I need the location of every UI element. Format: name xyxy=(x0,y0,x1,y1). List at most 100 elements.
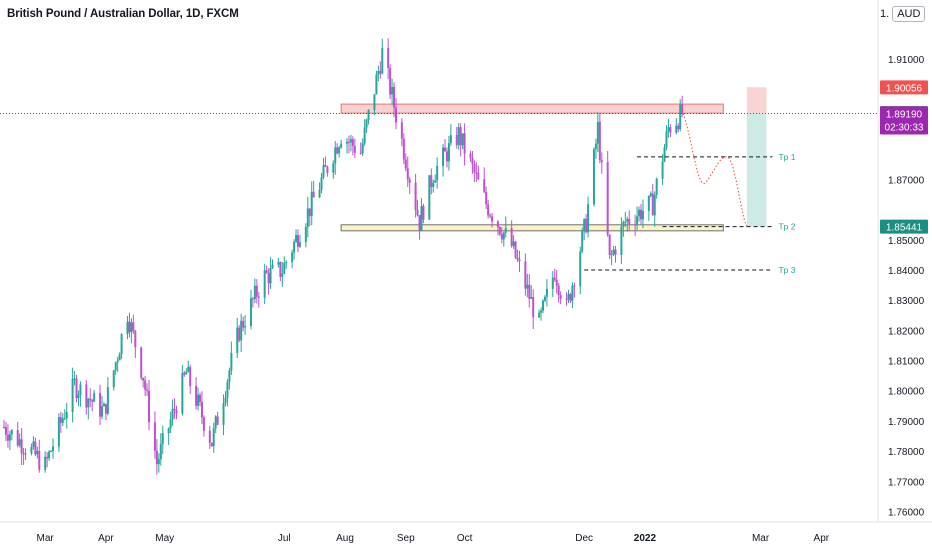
candle-body xyxy=(606,162,609,235)
candle-body xyxy=(308,208,311,217)
candle-body xyxy=(346,141,348,144)
candle-body xyxy=(102,403,105,407)
candle-body xyxy=(171,408,174,420)
currency-badge[interactable]: 1. AUD xyxy=(880,6,926,22)
candle-body xyxy=(189,366,192,386)
candle-body xyxy=(571,285,574,301)
candle-body xyxy=(579,251,582,287)
candle-body xyxy=(159,444,162,460)
candle-body xyxy=(477,172,480,180)
candle-body xyxy=(340,143,343,148)
candle-body xyxy=(44,456,47,470)
candle-body xyxy=(208,430,211,443)
candle-body xyxy=(365,119,368,128)
candle-body xyxy=(30,446,33,454)
candle-body xyxy=(483,179,486,192)
candle-body xyxy=(391,87,394,95)
candle-body xyxy=(416,209,419,216)
candle-body xyxy=(77,395,80,399)
candle-body xyxy=(420,205,423,231)
candle-body xyxy=(598,121,601,161)
candle-body xyxy=(624,221,627,223)
resistance-zone[interactable] xyxy=(340,103,724,114)
candle-body xyxy=(528,284,531,299)
candle-body xyxy=(210,442,213,447)
candle-body xyxy=(675,125,678,133)
candle-body xyxy=(181,372,184,414)
price-tag-value: 1.85441 xyxy=(886,223,923,234)
candle-body xyxy=(587,204,590,233)
candle-body xyxy=(353,145,356,153)
candle-body xyxy=(4,427,7,435)
candle-body xyxy=(304,226,307,243)
candle-body xyxy=(663,147,666,162)
candle-body xyxy=(157,459,160,465)
candle-body xyxy=(148,390,151,423)
price-tag-value: 1.90056 xyxy=(886,83,923,94)
candle-body xyxy=(291,252,294,263)
tp1-label: Tp 1 xyxy=(778,152,795,162)
candle-body xyxy=(489,215,492,217)
candle-body xyxy=(428,175,431,220)
candle-body xyxy=(222,403,225,425)
candle-body xyxy=(661,161,664,179)
candle-body xyxy=(336,147,339,154)
candle-body xyxy=(518,259,521,262)
target-zone[interactable] xyxy=(746,113,767,227)
candle-body xyxy=(175,410,178,414)
candle-body xyxy=(628,218,631,225)
y-tick-label: 1.91000 xyxy=(888,55,925,66)
candle-body xyxy=(367,109,370,120)
candle-body xyxy=(455,135,458,146)
candle-body xyxy=(649,193,652,196)
candle-body xyxy=(594,143,597,150)
candle-body xyxy=(445,151,448,162)
candle-body xyxy=(169,419,172,429)
y-tick-label: 1.81000 xyxy=(888,357,925,368)
candle-body xyxy=(85,384,88,408)
candle-body xyxy=(75,378,78,399)
candle-body xyxy=(600,160,603,163)
candle-body xyxy=(101,406,103,417)
candle-body xyxy=(514,241,517,258)
stop-loss-zone[interactable] xyxy=(746,87,767,114)
candle-body xyxy=(228,370,231,382)
price-tag xyxy=(880,80,928,95)
candle-body xyxy=(463,133,466,154)
candle-body xyxy=(526,284,529,289)
candle-body xyxy=(512,241,515,246)
y-tick-label: 1.80000 xyxy=(888,387,925,398)
candle-body xyxy=(504,227,507,233)
candle-body xyxy=(373,94,376,110)
candle-body xyxy=(471,157,474,165)
candle-body xyxy=(418,215,421,231)
candle-body xyxy=(265,270,268,273)
x-tick-label: Mar xyxy=(752,533,770,544)
candle-body xyxy=(224,397,227,404)
x-tick-label: Mar xyxy=(37,533,55,544)
candle-body xyxy=(89,398,92,401)
candle-body xyxy=(240,320,243,341)
candle-body xyxy=(48,451,51,459)
candle-body xyxy=(500,234,503,240)
candle-body xyxy=(516,257,519,260)
candle-body xyxy=(653,194,656,216)
candle-body xyxy=(173,408,176,411)
candle-body xyxy=(65,411,68,419)
candle-body xyxy=(530,296,533,299)
currency-selector[interactable]: AUD xyxy=(892,6,926,22)
y-tick-label: 1.79000 xyxy=(888,417,925,428)
candle-body xyxy=(473,164,476,173)
candle-body xyxy=(361,143,364,154)
candle-body xyxy=(312,191,315,198)
candle-body xyxy=(202,417,205,431)
support-zone[interactable] xyxy=(340,224,724,232)
candle-body xyxy=(116,360,119,363)
candle-body xyxy=(230,352,233,371)
x-tick-label: Aug xyxy=(336,533,354,544)
candle-body xyxy=(257,296,260,298)
candle-body xyxy=(669,127,672,133)
candle-body xyxy=(91,400,94,402)
